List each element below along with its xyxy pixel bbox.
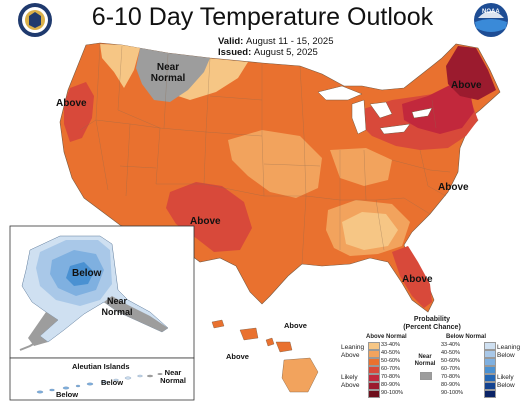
issued-date: Issued: August 5, 2025: [218, 47, 318, 58]
issued-label: Issued:: [218, 47, 252, 58]
legend-title: Probability (Percent Chance): [403, 316, 461, 331]
legend-above-range: 33-40%: [381, 342, 400, 348]
label-aleutian-below-1: Below: [101, 378, 124, 387]
valid-date: Valid: August 11 - 15, 2025: [218, 36, 333, 47]
legend-leaning-below: Leaning Below: [497, 344, 521, 359]
legend-above-range: 70-80%: [381, 374, 400, 380]
legend-likely-above: Likely Above: [341, 374, 360, 389]
label-aleutian-below-2: Below: [56, 390, 79, 399]
above-southwest: [166, 182, 252, 252]
label-near-normal-north: Near Normal: [150, 62, 186, 84]
legend-above-range: 80-90%: [381, 382, 400, 388]
legend-below-range: 33-40%: [441, 342, 460, 348]
aleutian-islands: [36, 382, 94, 394]
alaska-aleutian-chain: [19, 339, 41, 351]
above-northeast-70: [402, 84, 474, 134]
aleutian-islands-near: [147, 373, 163, 378]
page-title: 6-10 Day Temperature Outlook: [91, 3, 434, 31]
label-alaska-near-normal: Near Normal: [101, 296, 133, 317]
legend-below-range: 60-70%: [441, 366, 460, 372]
leaning-above-southeast-core: [342, 212, 398, 250]
label-alaska-below: Below: [72, 268, 102, 279]
legend-above-swatch: [368, 350, 380, 358]
legend-below-swatch: [484, 358, 496, 366]
label-hawaii-above-1: Above: [284, 321, 307, 330]
great-lakes: [317, 85, 433, 135]
label-above-florida: Above: [402, 274, 433, 285]
legend-below-swatch: [484, 350, 496, 358]
leaning-above-central-plains: [228, 130, 322, 198]
above-florida: [392, 246, 432, 308]
leaning-above-north-rockies: [100, 44, 140, 88]
alaska-below-60: [66, 262, 94, 286]
legend-below-range: 80-90%: [441, 382, 460, 388]
aleutian-islands-east: [100, 374, 143, 384]
legend-above-swatch: [368, 358, 380, 366]
legend-near-normal-swatch: [420, 372, 432, 380]
legend-above-range: 40-50%: [381, 350, 400, 356]
legend-above-swatch: [368, 366, 380, 374]
valid-value: August 11 - 15, 2025: [245, 36, 334, 47]
legend-above-range: 90-100%: [381, 390, 404, 396]
legend-above-header: Above Normal: [366, 334, 407, 340]
legend-above-swatch: [368, 374, 380, 382]
noaa-logo-text: NOAA: [482, 9, 500, 15]
commerce-seal-logo: [18, 3, 52, 37]
legend-below-swatch: [484, 390, 496, 398]
legend-below-swatch: [484, 366, 496, 374]
legend-near-header: Near Normal: [414, 354, 436, 367]
above-ohio-valley: [330, 148, 392, 186]
legend-above-swatch: [368, 342, 380, 350]
legend-above-range: 50-60%: [381, 358, 400, 364]
legend-below-swatch: [484, 342, 496, 350]
legend-above-range: 60-70%: [381, 366, 400, 372]
label-above-southwest: Above: [190, 216, 221, 227]
legend-below-range: 40-50%: [441, 350, 460, 356]
near-normal-north-region: [136, 48, 210, 102]
legend-below-range: 70-80%: [441, 374, 460, 380]
label-hawaii-above-2: Above: [226, 352, 249, 361]
above-west-coast: [64, 82, 94, 142]
legend-below-swatch: [484, 382, 496, 390]
label-above-northeast: Above: [451, 80, 482, 91]
state-boundaries: [79, 43, 451, 265]
label-aleutian-title: Aleutian Islands: [72, 362, 130, 371]
above-maine-80: [446, 46, 496, 100]
legend-leaning-above: Leaning Above: [341, 344, 365, 359]
legend-below-swatch: [484, 374, 496, 382]
noaa-logo: [474, 3, 508, 37]
hawaii-islands: [211, 319, 319, 393]
label-aleutian-near-normal: Near Normal: [160, 368, 186, 385]
legend-below-header: Below Normal: [446, 334, 487, 340]
label-above-west: Above: [56, 98, 87, 109]
legend-below-range: 90-100%: [441, 390, 464, 396]
issued-value: August 5, 2025: [253, 47, 318, 58]
legend-below-range: 50-60%: [441, 358, 460, 364]
legend-above-swatch: [368, 390, 380, 398]
legend-above-swatch: [368, 382, 380, 390]
valid-label: Valid:: [218, 36, 244, 47]
label-above-southeast-coast: Above: [438, 182, 469, 193]
legend-likely-below: Likely Below: [497, 374, 515, 389]
alaska-near-normal: [28, 296, 168, 346]
